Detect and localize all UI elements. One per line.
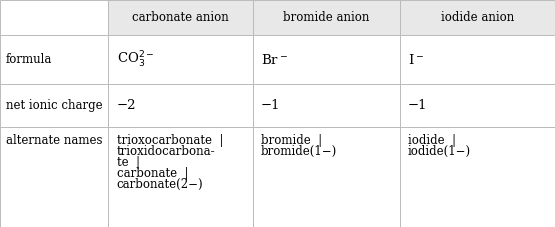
Text: alternate names: alternate names <box>6 134 102 147</box>
Bar <box>253 127 400 227</box>
Text: te  |: te | <box>117 156 139 169</box>
Bar <box>253 35 400 84</box>
Text: bromide(1−): bromide(1−) <box>261 145 337 158</box>
Bar <box>108 84 253 127</box>
Text: −2: −2 <box>117 99 136 112</box>
Text: carbonate anion: carbonate anion <box>132 11 229 24</box>
Bar <box>108 127 253 227</box>
Text: net ionic charge: net ionic charge <box>6 99 102 112</box>
Text: I$^-$: I$^-$ <box>408 53 424 67</box>
Bar <box>400 0 555 35</box>
Text: iodide anion: iodide anion <box>441 11 514 24</box>
Text: formula: formula <box>6 53 52 66</box>
Text: trioxocarbonate  |: trioxocarbonate | <box>117 134 223 147</box>
Bar <box>0 0 108 35</box>
Bar <box>400 127 555 227</box>
Text: −1: −1 <box>261 99 280 112</box>
Text: trioxidocarbona-: trioxidocarbona- <box>117 145 215 158</box>
Bar <box>0 35 108 84</box>
Bar <box>0 127 108 227</box>
Text: carbonate(2−): carbonate(2−) <box>117 178 203 190</box>
Text: Br$^-$: Br$^-$ <box>261 53 287 67</box>
Bar <box>0 84 108 127</box>
Bar <box>400 84 555 127</box>
Bar <box>108 0 253 35</box>
Text: iodide(1−): iodide(1−) <box>408 145 471 158</box>
Bar <box>400 35 555 84</box>
Text: bromide  |: bromide | <box>261 134 322 147</box>
Text: iodide  |: iodide | <box>408 134 456 147</box>
Text: CO$_3^{2-}$: CO$_3^{2-}$ <box>117 49 154 70</box>
Bar <box>253 0 400 35</box>
Text: −1: −1 <box>408 99 427 112</box>
Text: carbonate  |: carbonate | <box>117 167 188 180</box>
Text: bromide anion: bromide anion <box>283 11 369 24</box>
Bar <box>108 35 253 84</box>
Bar <box>253 84 400 127</box>
